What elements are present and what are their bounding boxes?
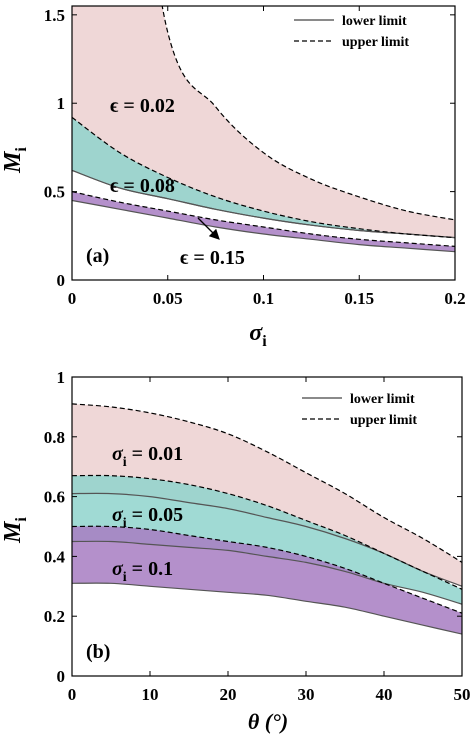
series-label-a-2: ϵ = 0.15 <box>180 247 245 269</box>
upper-line-a-0 <box>161 6 455 221</box>
band-a-2 <box>72 191 455 252</box>
legend-a: lower limit upper limit <box>294 14 409 50</box>
legend-b: lower limit upper limit <box>302 392 417 428</box>
series-label-a-0: ϵ = 0.02 <box>110 95 175 117</box>
x-axis-label-a: σi <box>249 320 267 350</box>
upper-line-b-1 <box>72 474 462 590</box>
x-tick-label-b-0: 0 <box>68 685 77 704</box>
panel-label-a: (a) <box>86 245 109 267</box>
panel-a: 0 0.05 0.1 0.15 0.2 0 0.5 1 1.5 Mi σi ϵ = 0.02 ϵ… <box>0 5 466 350</box>
y-tick-label-a-0: 0 <box>57 271 66 290</box>
lower-line-b-2 <box>72 582 462 635</box>
panel-b: 0 10 20 30 40 50 0 0.2 0.4 0.6 0.8 1 Mi θ (°) σi = … <box>0 368 471 734</box>
legend-label-a-0: lower limit <box>342 14 407 29</box>
band-b-2 <box>72 526 462 635</box>
y-tick-label-b-1: 0.2 <box>44 607 65 626</box>
y-axis-label-b: Mi <box>0 517 30 544</box>
y-tick-label-a-2: 1 <box>57 94 66 113</box>
upper-line-b-2 <box>72 525 462 614</box>
band-b-0 <box>72 403 462 587</box>
x-tick-label-a-0: 0 <box>68 289 77 308</box>
legend-label-b-1: upper limit <box>350 413 417 428</box>
series-label-b-0: σi = 0.01 <box>112 443 183 470</box>
x-tick-label-b-2: 20 <box>220 685 237 704</box>
legend-label-a-1: upper limit <box>342 35 409 50</box>
x-tick-label-b-5: 50 <box>454 685 471 704</box>
y-tick-label-a-3: 1.5 <box>44 6 65 25</box>
x-tick-label-a-1: 0.05 <box>153 289 183 308</box>
y-tick-label-b-3: 0.6 <box>44 488 65 507</box>
series-label-b-1: σi = 0.05 <box>112 504 183 531</box>
y-axis-label-a: Mi <box>0 147 30 174</box>
x-tick-label-b-3: 30 <box>298 685 315 704</box>
y-tick-label-b-2: 0.4 <box>44 547 66 566</box>
y-tick-label-b-4: 0.8 <box>44 428 65 447</box>
x-tick-label-a-3: 0.15 <box>344 289 374 308</box>
x-tick-label-b-1: 10 <box>142 685 159 704</box>
legend-label-b-0: lower limit <box>350 392 415 407</box>
band-a-1 <box>72 117 455 238</box>
x-tick-label-a-2: 0.1 <box>253 289 274 308</box>
x-tick-label-b-4: 40 <box>376 685 393 704</box>
upper-line-a-1 <box>72 116 455 239</box>
panel-label-b: (b) <box>86 641 110 663</box>
x-tick-label-a-4: 0.2 <box>444 289 465 308</box>
plot-area-b <box>71 376 463 677</box>
lower-line-b-1 <box>72 540 462 605</box>
lower-line-a-2 <box>72 199 455 253</box>
x-axis-label-b: θ (°) <box>248 709 288 734</box>
annotation-arrow-a <box>197 217 220 240</box>
upper-line-a-2 <box>72 191 455 247</box>
y-tick-label-b-5: 1 <box>57 368 66 387</box>
y-tick-label-b-0: 0 <box>57 667 66 686</box>
series-label-a-1: ϵ = 0.08 <box>110 175 175 197</box>
upper-line-b-0 <box>72 403 462 563</box>
y-tick-label-a-1: 0.5 <box>44 183 65 202</box>
series-label-b-2: σi = 0.1 <box>112 558 173 585</box>
band-b-1 <box>72 475 462 605</box>
